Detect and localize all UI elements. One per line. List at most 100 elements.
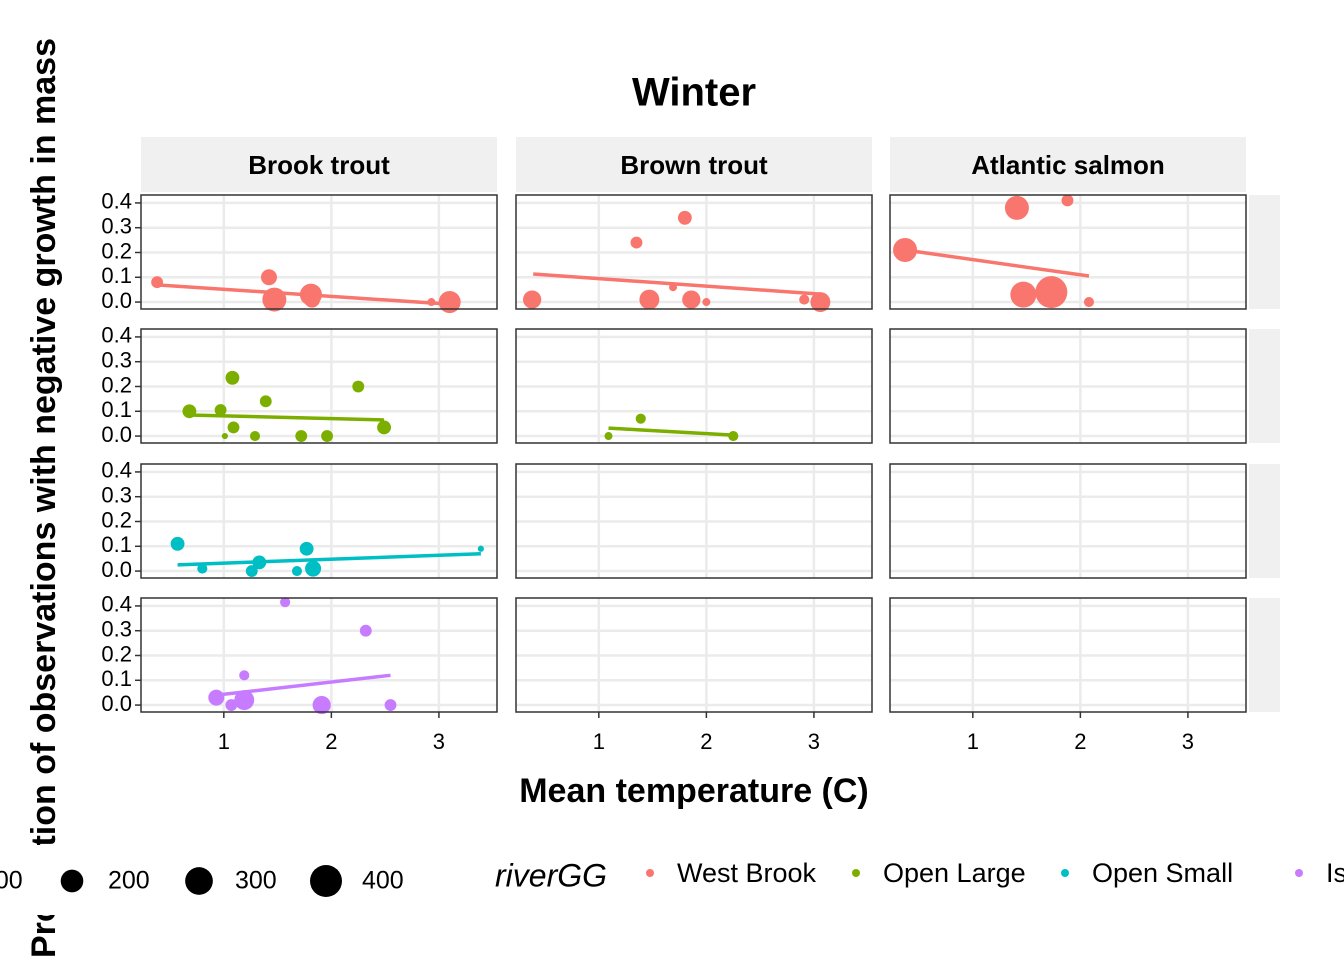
point bbox=[635, 413, 646, 424]
point bbox=[669, 283, 678, 292]
y-axis-label: Proportion of observations with negative… bbox=[25, 38, 63, 958]
panel-border bbox=[515, 194, 873, 310]
column-strip bbox=[890, 137, 1246, 192]
point bbox=[799, 294, 810, 305]
legend-title: riverGG bbox=[495, 857, 607, 893]
point bbox=[1010, 281, 1037, 308]
point bbox=[151, 276, 164, 289]
panel-border bbox=[889, 463, 1247, 579]
point bbox=[352, 380, 365, 393]
row-strip bbox=[1249, 195, 1280, 309]
y-tick-label: 0.0 bbox=[101, 691, 132, 716]
point bbox=[682, 290, 701, 309]
column-strip-label: Brook trout bbox=[248, 150, 390, 180]
column-strip-label: Atlantic salmon bbox=[971, 150, 1165, 180]
panel bbox=[515, 194, 873, 313]
panel: 0.00.10.20.30.4 bbox=[101, 323, 498, 447]
point bbox=[305, 560, 322, 577]
point bbox=[377, 420, 391, 435]
y-tick-label: 0.1 bbox=[101, 397, 132, 422]
point bbox=[359, 624, 372, 637]
point bbox=[208, 689, 225, 706]
panel-border bbox=[889, 194, 1247, 310]
point bbox=[239, 670, 250, 681]
point bbox=[170, 536, 185, 551]
point bbox=[227, 421, 240, 434]
panel-border bbox=[515, 463, 873, 579]
point bbox=[1061, 194, 1074, 207]
fit-line bbox=[533, 272, 821, 296]
color-legend-key bbox=[1295, 869, 1303, 877]
size-legend-label: 100 bbox=[0, 867, 23, 895]
fit-line bbox=[177, 551, 481, 567]
panel: 0.00.10.20.30.4 bbox=[101, 458, 498, 582]
point bbox=[280, 597, 291, 608]
x-tick-label: 3 bbox=[1182, 729, 1194, 754]
y-tick-label: 0.3 bbox=[101, 483, 132, 508]
point bbox=[604, 432, 613, 441]
size-legend-label: 300 bbox=[235, 867, 277, 895]
point bbox=[702, 298, 711, 307]
size-legend-key bbox=[310, 865, 342, 897]
y-tick-label: 0.2 bbox=[101, 507, 132, 532]
panel bbox=[515, 463, 873, 579]
panel-border bbox=[889, 328, 1247, 444]
panel-border bbox=[515, 597, 873, 713]
point bbox=[252, 555, 267, 570]
y-tick-label: 0.4 bbox=[101, 592, 132, 617]
point bbox=[225, 699, 238, 711]
panel bbox=[515, 328, 873, 444]
point bbox=[1083, 297, 1095, 308]
panel: 0.00.10.20.30.4 1 2 3 bbox=[101, 592, 498, 754]
point bbox=[182, 404, 197, 419]
point bbox=[810, 292, 831, 313]
panel bbox=[889, 463, 1247, 579]
y-tick-label: 0.1 bbox=[101, 263, 132, 288]
x-tick-label: 2 bbox=[325, 729, 337, 754]
point bbox=[1004, 195, 1029, 220]
x-tick-label: 1 bbox=[967, 729, 979, 754]
point bbox=[477, 545, 484, 552]
point bbox=[384, 699, 397, 711]
point bbox=[639, 289, 660, 310]
size-legend-key bbox=[60, 869, 84, 893]
point bbox=[225, 370, 240, 385]
color-legend-key bbox=[1061, 869, 1069, 877]
y-tick-label: 0.0 bbox=[101, 288, 132, 313]
point bbox=[630, 236, 643, 249]
y-tick-label: 0.3 bbox=[101, 214, 132, 239]
y-tick-label: 0.0 bbox=[101, 422, 132, 447]
point bbox=[438, 291, 461, 314]
color-legend-label: Isolated Small bbox=[1326, 858, 1344, 888]
point bbox=[260, 269, 277, 286]
point bbox=[893, 238, 918, 263]
point bbox=[245, 565, 258, 577]
y-tick-label: 0.1 bbox=[101, 666, 132, 691]
color-legend-key bbox=[646, 869, 654, 877]
point bbox=[321, 430, 333, 442]
legend: 100 200 300 400 West Brook Open Large Open Sma… bbox=[0, 858, 1344, 897]
x-tick-label: 1 bbox=[218, 729, 230, 754]
y-tick-label: 0.0 bbox=[101, 557, 132, 582]
panel-border bbox=[889, 597, 1247, 713]
color-legend-label: West Brook bbox=[677, 858, 817, 888]
point bbox=[214, 404, 227, 416]
size-legend-label: 400 bbox=[362, 867, 404, 895]
fit-line bbox=[608, 426, 734, 437]
point bbox=[427, 298, 436, 307]
point bbox=[259, 395, 272, 408]
y-tick-label: 0.2 bbox=[101, 372, 132, 397]
panel bbox=[889, 194, 1247, 310]
y-tick-label: 0.2 bbox=[101, 238, 132, 263]
y-tick-label: 0.3 bbox=[101, 617, 132, 642]
point bbox=[728, 431, 739, 442]
x-tick-label: 2 bbox=[700, 729, 712, 754]
y-tick-label: 0.4 bbox=[101, 323, 132, 348]
point bbox=[523, 290, 542, 309]
size-legend-key bbox=[185, 867, 213, 895]
point bbox=[299, 541, 314, 556]
panel bbox=[889, 328, 1247, 444]
legend-background bbox=[0, 845, 1344, 915]
